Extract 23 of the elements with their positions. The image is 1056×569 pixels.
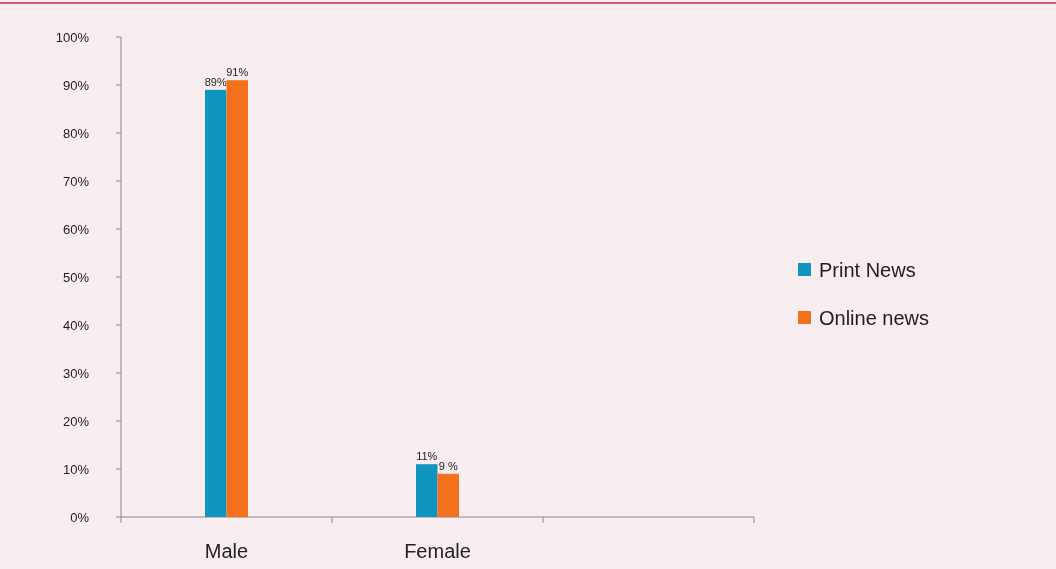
y-tick-label: 50%	[62, 269, 90, 285]
x-tick-label: Female	[404, 540, 471, 562]
data-label: 91%	[226, 66, 249, 79]
y-tick-label: 30%	[62, 365, 90, 381]
x-tick-label: Male	[204, 540, 249, 562]
y-tick-label: 60%	[62, 221, 90, 237]
y-tick-label: 90%	[62, 77, 90, 93]
legend-label: Print News	[819, 259, 916, 281]
y-tick-label: 20%	[62, 413, 90, 429]
y-tick-label: 70%	[62, 173, 90, 189]
bar	[416, 464, 438, 517]
data-label: 89%	[204, 75, 227, 88]
y-tick-label: 10%	[62, 461, 90, 477]
y-tick-label: 100%	[55, 29, 90, 45]
bar	[437, 473, 459, 517]
y-tick-label: 0%	[70, 509, 90, 525]
bar	[205, 89, 227, 517]
data-label: 11%	[416, 450, 438, 463]
y-tick-label: 40%	[62, 317, 90, 333]
legend-label: Online news	[819, 307, 930, 329]
y-tick-label: 80%	[62, 125, 90, 141]
data-label: 9 %	[438, 459, 458, 472]
bar	[226, 80, 248, 517]
